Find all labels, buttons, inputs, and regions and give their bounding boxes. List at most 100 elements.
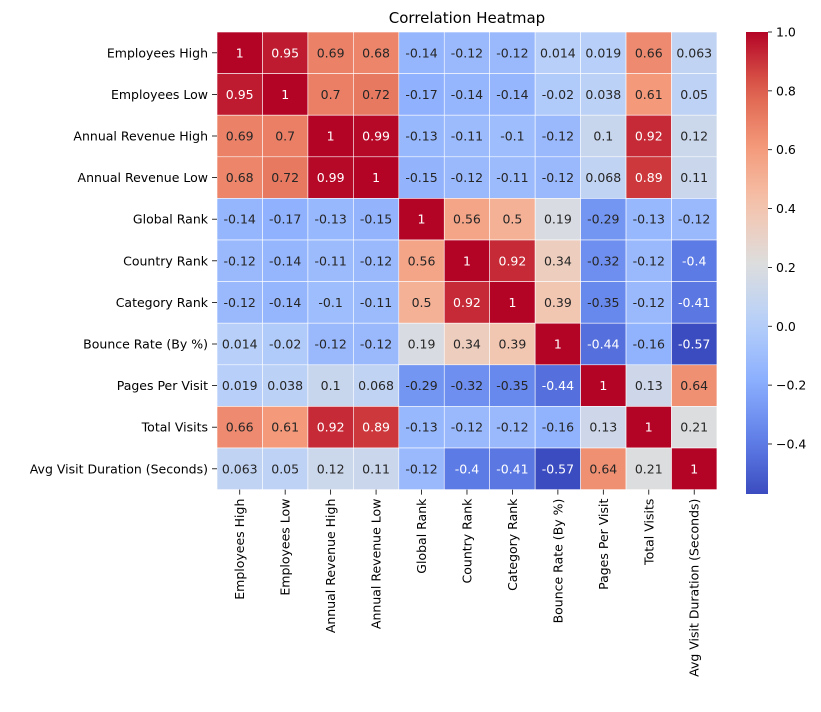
colorbar-tick-label: 0.2 (776, 260, 796, 275)
cell-value-label: -0.57 (678, 337, 710, 352)
heatmap-cell (671, 114, 718, 158)
cell-value-label: 1 (236, 45, 244, 60)
cell-value-label: -0.16 (542, 420, 574, 435)
heatmap-cell (307, 406, 354, 449)
cell-value-label: 1 (645, 420, 653, 435)
cell-value-label: 0.66 (226, 420, 254, 435)
heatmap-cell (216, 364, 263, 407)
cell-value-label: -0.44 (542, 378, 574, 393)
cell-value-label: -0.12 (678, 212, 710, 227)
colorbar: 1.0 0.8 0.6 0.4 0.2 0.0 −0.2 −0.4 (746, 25, 806, 494)
cell-value-label: 0.13 (635, 378, 663, 393)
cell-value-label: 0.61 (271, 420, 299, 435)
chart-title: Correlation Heatmap (389, 9, 545, 27)
heatmap-cell (398, 156, 445, 199)
heatmap-cell (625, 73, 672, 116)
heatmap-cell (262, 322, 309, 366)
cell-value-label: 0.21 (680, 420, 708, 435)
colorbar-tick-label: 0.8 (776, 83, 796, 98)
cell-value-label: 0.39 (499, 337, 527, 352)
cell-value-label: 0.13 (589, 420, 617, 435)
heatmap-cell (262, 31, 309, 74)
heatmap-cell (534, 364, 581, 407)
cell-value-label: 0.72 (271, 170, 299, 185)
cell-value-label: 0.68 (362, 45, 390, 60)
heatmap-cell (625, 156, 672, 199)
cell-value-label: -0.35 (587, 295, 619, 310)
cell-value-label: -0.13 (633, 212, 665, 227)
heatmap-cell (216, 73, 263, 116)
y-tick-label: Total Visits (141, 420, 208, 435)
cell-value-label: -0.14 (451, 87, 483, 102)
y-tick-label: Country Rank (123, 253, 209, 268)
heatmap-cell (671, 198, 718, 241)
heatmap-cell (307, 114, 354, 158)
heatmap-cell (307, 156, 354, 199)
heatmap-cell (534, 73, 581, 116)
cell-value-label: -0.15 (360, 212, 392, 227)
heatmap-cell (443, 198, 491, 241)
y-tick-label: Annual Revenue High (73, 129, 208, 144)
heatmap-cell (307, 281, 354, 324)
heatmap-cell (580, 406, 627, 449)
cell-value-label: -0.02 (269, 337, 301, 352)
x-tick-label: Category Rank (505, 498, 520, 591)
cell-value-label: -0.29 (587, 212, 619, 227)
cell-value-label: 0.019 (222, 378, 258, 393)
heatmap-cell (443, 364, 491, 407)
heatmap-cell (398, 322, 445, 366)
cell-value-label: -0.57 (542, 461, 574, 476)
heatmap-cell (671, 364, 718, 407)
heatmap-cell (443, 239, 491, 282)
heatmap-cell (262, 281, 309, 324)
x-tick-label: Total Visits (641, 499, 656, 566)
cell-value-label: 0.64 (680, 378, 708, 393)
cell-value-label: -0.13 (405, 420, 437, 435)
heatmap-cell (398, 114, 445, 158)
cell-value-label: -0.12 (633, 295, 665, 310)
heatmap-cell (353, 198, 400, 241)
cell-value-label: -0.12 (496, 420, 528, 435)
y-tick-label: Bounce Rate (By %) (83, 337, 208, 352)
colorbar-gradient (746, 32, 768, 494)
y-tick-label: Avg Visit Duration (Seconds) (30, 461, 208, 476)
cell-value-label: 0.014 (540, 45, 576, 60)
cell-value-label: 0.69 (317, 45, 345, 60)
heatmap-cell (625, 447, 672, 490)
heatmap-cell (216, 406, 263, 449)
heatmap-cell (580, 364, 627, 407)
cell-value-label: 1 (463, 253, 471, 268)
x-tick-labels: Employees High Employees Low Annual Revenu… (232, 489, 702, 677)
cell-value-label: -0.12 (496, 45, 528, 60)
cell-value-label: 0.89 (635, 170, 663, 185)
cell-value-label: 0.92 (453, 295, 481, 310)
x-tick-label: Bounce Rate (By %) (550, 499, 565, 624)
y-tick-labels: Employees High Employees Low Annual Revenu… (30, 45, 217, 476)
cell-value-label: 0.1 (321, 378, 341, 393)
heatmap-cell (398, 31, 445, 74)
colorbar-tick-label: 0.6 (776, 142, 796, 157)
colorbar-tick-label: 1.0 (776, 25, 796, 40)
x-tick-label: Global Rank (414, 498, 429, 574)
cell-value-label: 1 (508, 295, 516, 310)
cell-value-label: -0.17 (269, 212, 301, 227)
cell-value-label: -0.12 (314, 337, 346, 352)
heatmap-cell (671, 406, 718, 449)
cell-value-label: 0.56 (408, 253, 436, 268)
colorbar-tick-label: −0.4 (776, 436, 806, 451)
cell-value-label: -0.11 (451, 129, 483, 144)
cell-value-label: 0.92 (317, 420, 345, 435)
cell-value-label: -0.12 (360, 337, 392, 352)
cell-value-label: 0.92 (635, 129, 663, 144)
cell-value-label: 0.95 (271, 45, 299, 60)
heatmap-cell (443, 73, 491, 116)
y-tick-label: Pages Per Visit (117, 378, 208, 393)
heatmap-cell (534, 406, 581, 449)
heatmap-cell (443, 156, 491, 199)
heatmap-cell (534, 31, 581, 74)
cell-value-label: 1 (554, 337, 562, 352)
cell-value-label: -0.13 (405, 129, 437, 144)
heatmap-cell (262, 156, 309, 199)
y-tick-label: Employees Low (111, 87, 208, 102)
cell-value-label: -0.11 (360, 295, 392, 310)
